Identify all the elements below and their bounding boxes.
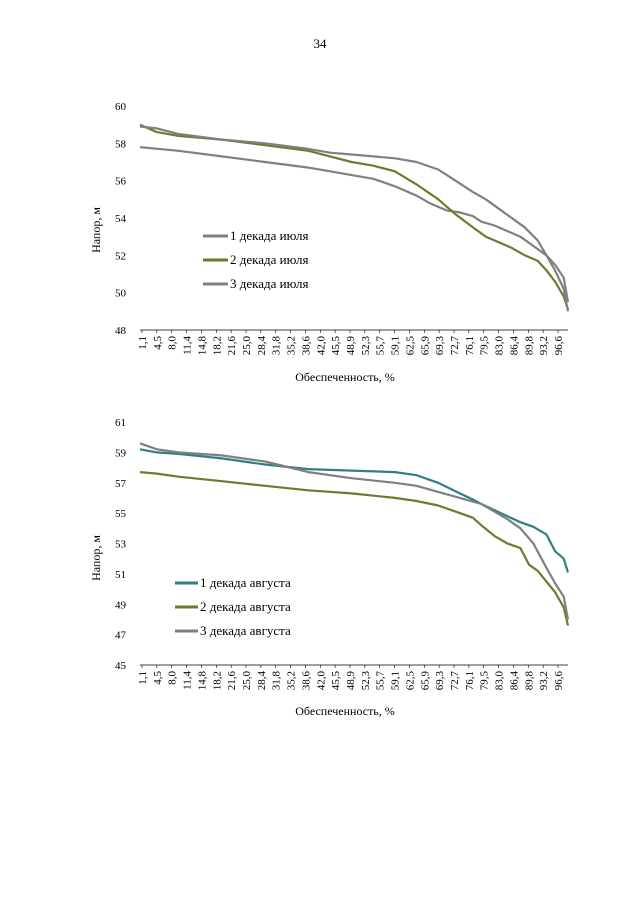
y-tick-label: 51 [115, 569, 126, 581]
x-tick-label: 1,1 [137, 336, 149, 350]
x-tick-label: 35,2 [286, 671, 298, 690]
x-tick-label: 31,8 [271, 336, 283, 356]
x-tick-label: 52,3 [360, 671, 372, 691]
y-tick-label: 55 [115, 508, 127, 520]
x-tick-label: 45,5 [330, 671, 342, 691]
y-tick-label: 52 [115, 250, 126, 262]
x-tick-label: 52,3 [360, 336, 372, 356]
x-tick-label: 31,8 [271, 671, 283, 691]
y-tick-label: 53 [115, 539, 127, 551]
x-tick-label: 28,4 [256, 336, 268, 356]
y-tick-label: 58 [115, 138, 127, 150]
y-tick-label: 49 [115, 599, 127, 611]
x-tick-label: 79,5 [479, 336, 491, 356]
legend-label-2: 2 декада июля [230, 252, 308, 267]
y-tick-label: 61 [115, 417, 126, 429]
y-axis-title: Напор, м [89, 207, 103, 253]
x-tick-label: 62,5 [404, 671, 416, 691]
x-tick-label: 79,5 [479, 671, 491, 691]
x-tick-label: 59,1 [390, 671, 402, 690]
x-tick-label: 69,3 [434, 336, 446, 356]
x-tick-label: 55,7 [375, 336, 387, 356]
x-tick-label: 8,0 [167, 671, 179, 685]
y-tick-label: 57 [115, 478, 127, 490]
x-tick-label: 28,4 [256, 671, 268, 691]
legend: 1 декада июля 2 декада июля 3 декада июл… [203, 228, 308, 291]
legend-label-1: 1 декада июля [230, 228, 308, 243]
x-tick-label: 21,6 [226, 336, 238, 356]
y-tick-label: 54 [115, 213, 127, 225]
x-tick-label: 65,9 [419, 671, 431, 691]
x-tick-label: 65,9 [419, 336, 431, 356]
x-tick-label: 4,5 [152, 671, 164, 685]
y-tick-label: 60 [115, 101, 127, 113]
chart-august: Напор, м Обеспеченность, % 1 декада авгу… [89, 417, 570, 718]
x-tick-label: 1,1 [137, 671, 149, 685]
x-tick-label: 76,1 [464, 671, 476, 690]
legend-label-3: 3 декада августа [200, 623, 291, 638]
series-line-1 [139, 146, 570, 303]
x-tick-label: 96,6 [553, 336, 565, 356]
x-tick-label: 21,6 [226, 671, 238, 691]
legend-label-1: 1 декада августа [200, 575, 291, 590]
page-number: 34 [313, 36, 327, 51]
x-tick-label: 89,8 [523, 336, 535, 356]
x-tick-label: 72,7 [449, 336, 461, 356]
chart-july: Напор, м Обеспеченность, % 1 декада июля… [89, 101, 570, 384]
x-tick-label: 48,9 [345, 671, 357, 691]
x-tick-label: 18,2 [211, 671, 223, 690]
legend-label-2: 2 декада августа [200, 599, 291, 614]
x-tick-label: 11,4 [182, 336, 194, 355]
series-line-1 [139, 448, 570, 573]
x-tick-label: 69,3 [434, 671, 446, 691]
x-tick-label: 25,0 [241, 671, 253, 691]
legend: 1 декада августа 2 декада августа 3 дека… [175, 575, 291, 638]
x-tick-label: 48,9 [345, 336, 357, 356]
y-tick-label: 47 [115, 630, 127, 642]
x-tick-label: 35,2 [286, 336, 298, 355]
x-tick-label: 42,0 [315, 671, 327, 691]
x-axis-title: Обеспеченность, % [295, 370, 395, 384]
series-line-3 [139, 442, 570, 620]
y-tick-label: 50 [115, 288, 127, 300]
x-tick-label: 42,0 [315, 336, 327, 356]
x-tick-label: 4,5 [152, 336, 164, 350]
x-tick-label: 62,5 [404, 336, 416, 356]
x-tick-label: 93,2 [538, 671, 550, 690]
x-tick-label: 55,7 [375, 671, 387, 691]
x-axis-title: Обеспеченность, % [295, 704, 395, 718]
x-tick-label: 93,2 [538, 336, 550, 355]
x-tick-label: 76,1 [464, 336, 476, 355]
x-tick-label: 8,0 [167, 336, 179, 350]
y-tick-label: 56 [115, 176, 127, 188]
x-tick-label: 45,5 [330, 336, 342, 356]
x-tick-label: 83,0 [494, 336, 506, 356]
x-tick-label: 96,6 [553, 671, 565, 691]
y-tick-label: 45 [115, 660, 127, 672]
series-line-3 [139, 125, 570, 312]
x-tick-label: 25,0 [241, 336, 253, 356]
x-tick-label: 86,4 [508, 671, 520, 691]
x-tick-label: 72,7 [449, 671, 461, 691]
x-tick-label: 83,0 [494, 671, 506, 691]
legend-label-3: 3 декада июля [230, 276, 308, 291]
x-tick-label: 38,6 [300, 671, 312, 691]
x-tick-label: 59,1 [390, 336, 402, 355]
series-line-2 [139, 123, 570, 310]
x-tick-label: 14,8 [196, 671, 208, 691]
y-axis-title: Напор, м [89, 535, 103, 581]
x-tick-label: 18,2 [211, 336, 223, 355]
series-line-2 [139, 471, 570, 626]
x-tick-label: 11,4 [182, 671, 194, 690]
x-tick-label: 14,8 [196, 336, 208, 356]
y-tick-label: 48 [115, 325, 127, 337]
x-tick-label: 89,8 [523, 671, 535, 691]
x-tick-label: 38,6 [300, 336, 312, 356]
y-tick-label: 59 [115, 447, 127, 459]
x-tick-label: 86,4 [508, 336, 520, 356]
